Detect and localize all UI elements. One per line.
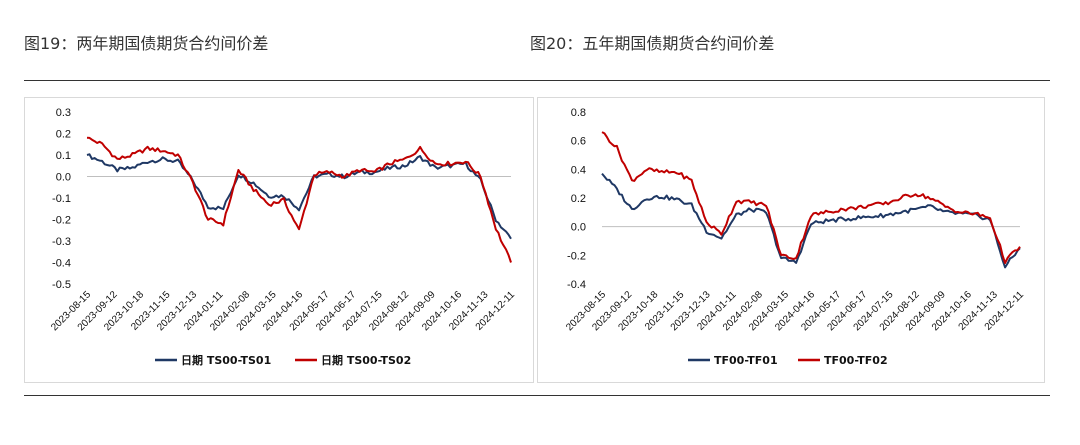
- chart-panel-left: 0.3 0.2 0.1 0.0 -0.1 -0.2 -0.3 -0.4 -0.5 2023-08-…: [24, 97, 534, 383]
- y-tick-label: 0.2: [571, 193, 586, 205]
- y-tick-label: 0.2: [56, 129, 71, 141]
- series-line-1: [601, 172, 1021, 269]
- top-rule: [24, 80, 1050, 81]
- series-line-2: [601, 131, 1021, 264]
- legend-label: TF00-TF02: [824, 354, 888, 367]
- y-tick-label: -0.2: [52, 215, 71, 227]
- chart-panel-right: 0.8 0.6 0.4 0.2 0.0 -0.2 -0.4 2023-08-15 2023-09…: [537, 97, 1045, 383]
- y-tick-label: -0.3: [52, 236, 71, 248]
- y-tick-label: 0.3: [56, 107, 71, 119]
- y-tick-label: 0.0: [56, 172, 71, 184]
- y-tick-label: -0.2: [567, 250, 586, 262]
- legend-label: TF00-TF01: [714, 354, 778, 367]
- y-tick-label: -0.4: [52, 258, 71, 270]
- figure-title-left: 图19：两年期国债期货合约间价差: [24, 34, 269, 53]
- y-tick-label: 0.0: [571, 222, 586, 234]
- figure-title-right: 图20：五年期国债期货合约间价差: [530, 34, 775, 53]
- legend-label: 日期 TS00-TS02: [321, 353, 411, 367]
- y-tick-label: 0.1: [56, 150, 71, 162]
- chart-right: 0.80.60.40.20.0-0.2-0.42023-08-152023-09…: [564, 107, 1026, 367]
- bottom-rule: [24, 395, 1050, 396]
- legend-label: 日期 TS00-TS01: [181, 353, 271, 367]
- y-tick-label: 0.8: [571, 107, 586, 119]
- series-line-1: [86, 153, 512, 240]
- y-tick-label: 0.4: [571, 164, 586, 176]
- chart-left: 0.30.20.10.0-0.1-0.2-0.3-0.4-0.52023-08-…: [49, 107, 517, 367]
- y-tick-label: 0.6: [571, 136, 586, 148]
- y-tick-label: -0.5: [52, 279, 71, 291]
- y-tick-label: -0.4: [567, 279, 586, 291]
- y-tick-label: -0.1: [52, 193, 71, 205]
- series-line-2: [86, 136, 512, 263]
